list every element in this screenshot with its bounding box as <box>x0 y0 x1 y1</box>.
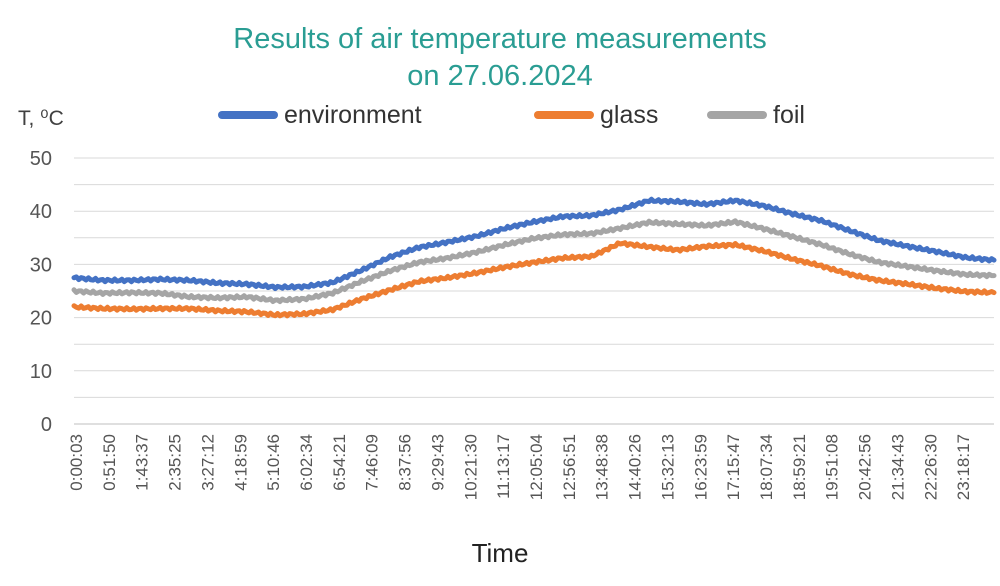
x-tick-label: 15:32:13 <box>658 434 677 500</box>
legend-item-environment: environment <box>218 100 422 130</box>
legend-swatch-foil <box>707 111 767 119</box>
x-tick-label: 19:51:08 <box>823 434 842 500</box>
legend-swatch-glass <box>534 111 594 119</box>
legend-label-glass: glass <box>600 100 659 129</box>
legend-swatch-environment <box>218 111 278 119</box>
x-tick-label: 10:21:30 <box>461 434 480 500</box>
y-tick-label: 10 <box>30 361 52 383</box>
legend-item-foil: foil <box>707 100 805 130</box>
x-tick-label: 7:46:09 <box>363 434 382 491</box>
x-tick-label: 18:59:21 <box>790 434 809 500</box>
x-tick-label: 21:34:43 <box>888 434 907 500</box>
x-tick-label: 18:07:34 <box>757 434 776 500</box>
x-tick-label: 17:15:47 <box>724 434 743 500</box>
y-tick-label: 40 <box>30 201 52 223</box>
x-tick-label: 22:26:30 <box>921 434 940 500</box>
legend-label-environment: environment <box>284 100 422 129</box>
x-tick-label: 2:35:25 <box>166 434 185 491</box>
x-tick-label: 14:40:26 <box>626 434 645 500</box>
x-tick-label: 4:18:59 <box>231 434 250 491</box>
legend-label-foil: foil <box>773 100 805 129</box>
y-tick-label: 20 <box>30 308 52 330</box>
x-tick-label: 20:42:56 <box>856 434 875 500</box>
chart-title-line-2: on 27.06.2024 <box>407 60 593 92</box>
y-tick-label: 50 <box>30 148 52 170</box>
axis-layer: 0 10 20 30 40 50 0:00:03 0:51:50 1:43:37 2:35:25 3… <box>30 148 973 500</box>
x-tick-label: 6:02:34 <box>297 434 316 491</box>
x-tick-label: 12:56:51 <box>560 434 579 500</box>
x-tick-label: 0:51:50 <box>100 434 119 491</box>
x-tick-label: 11:13:17 <box>494 434 513 499</box>
x-tick-label: 6:54:21 <box>330 434 349 491</box>
y-tick-label: 0 <box>41 414 52 436</box>
x-tick-label: 8:37:56 <box>396 434 415 491</box>
x-tick-label: 0:00:03 <box>67 434 86 491</box>
grid-layer <box>74 157 994 425</box>
x-tick-label: 23:18:17 <box>954 434 973 500</box>
chart-title-line-1: Results of air temperature measurements <box>233 23 767 55</box>
x-tick-label: 13:48:38 <box>593 434 612 500</box>
x-tick-label: 5:10:46 <box>264 434 283 491</box>
series-layer <box>71 196 997 319</box>
series-line-environment <box>71 196 997 292</box>
x-axis-label: Time <box>471 538 529 568</box>
x-tick-label: 12:05:04 <box>527 434 546 500</box>
series-line-foil <box>71 218 997 305</box>
x-tick-label: 9:29:43 <box>428 434 447 491</box>
x-tick-label: 1:43:37 <box>133 434 152 491</box>
x-tick-label: 3:27:12 <box>198 434 217 491</box>
series-line-glass <box>71 240 997 319</box>
y-tick-label: 30 <box>30 254 52 276</box>
x-tick-label: 16:23:59 <box>691 434 710 500</box>
legend-item-glass: glass <box>534 100 658 130</box>
y-axis-label: T, ⁰C <box>18 107 64 130</box>
